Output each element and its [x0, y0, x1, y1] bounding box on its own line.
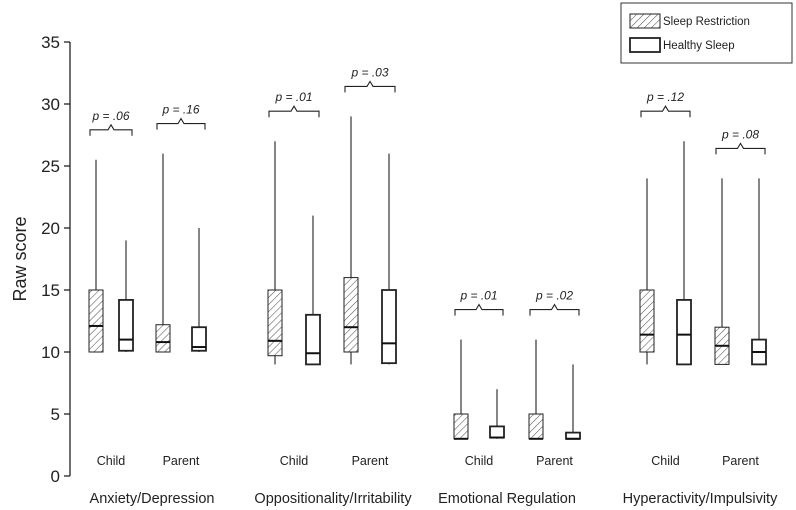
significance-bracket [344, 80, 396, 93]
p-value-label: p = .02 [535, 289, 573, 303]
significance-bracket [454, 303, 504, 316]
box-sleep-restriction [88, 159, 104, 353]
group-label: Anxiety/Depression [90, 491, 215, 507]
y-tick-label: 35 [41, 33, 60, 52]
y-tick-label: 20 [41, 219, 60, 238]
box-healthy-sleep [118, 240, 134, 352]
y-tick-label: 30 [41, 95, 60, 114]
box-body [489, 425, 505, 439]
p-value-label: p = .01 [274, 90, 312, 104]
significance-bracket [640, 105, 691, 118]
y-tick-label: 25 [41, 157, 60, 176]
y-tick-label: 10 [41, 343, 60, 362]
box-healthy-sleep [191, 228, 207, 352]
box-body [343, 277, 359, 353]
y-tick-label: 15 [41, 281, 60, 300]
box-sleep-restriction [267, 141, 283, 365]
group-label: Oppositionality/Irritability [254, 491, 412, 507]
box-healthy-sleep [381, 153, 397, 365]
box-body [528, 413, 544, 440]
legend-frame [620, 2, 793, 64]
box-healthy-sleep [676, 141, 692, 366]
p-value-label: p = .16 [161, 103, 199, 117]
legend-swatch [629, 37, 661, 53]
box-sleep-restriction [343, 116, 359, 365]
subgroup-label: Parent [536, 454, 573, 468]
subgroup-label: Parent [722, 454, 759, 468]
box-healthy-sleep [751, 178, 767, 366]
box-sleep-restriction [639, 178, 655, 365]
box-healthy-sleep [565, 364, 581, 440]
subgroup-label: Child [651, 454, 680, 468]
subgroup-label: Child [97, 454, 126, 468]
significance-bracket [89, 123, 133, 136]
box-body [676, 299, 692, 366]
box-sleep-restriction [714, 178, 730, 365]
group-label: Emotional Regulation [438, 491, 576, 507]
boxes-layer [88, 116, 767, 440]
y-tick-label: 5 [51, 405, 60, 424]
significance-bracket [529, 303, 580, 316]
legend-swatch [629, 13, 661, 29]
box-body [639, 289, 655, 353]
significance-bracket [268, 105, 320, 118]
subgroup-label: Child [465, 454, 494, 468]
box-body [88, 289, 104, 353]
box-body [305, 313, 321, 366]
p-value-label: p = .06 [91, 109, 129, 123]
subgroup-label: Parent [352, 454, 389, 468]
group-label: Hyperactivity/Impulsivity [623, 491, 778, 507]
box-sleep-restriction [453, 339, 469, 440]
p-value-label: p = .03 [350, 65, 388, 79]
labels-layer: Anxiety/Depression Child p = .06 Parent p = … [89, 65, 778, 507]
box-healthy-sleep [305, 215, 321, 366]
legend-entry-label: Sleep Restriction [663, 16, 750, 28]
box-healthy-sleep [489, 389, 505, 439]
box-body [453, 413, 469, 440]
box-sleep-restriction [528, 339, 544, 440]
box-body [191, 326, 207, 352]
box-body [155, 324, 171, 353]
p-value-label: p = .08 [721, 127, 759, 141]
axes: 0 5 10 15 20 25 30 35 Raw score [10, 33, 71, 486]
box-body [381, 289, 397, 365]
legend: Sleep Restriction Healthy Sleep [620, 2, 793, 64]
subgroup-label: Child [280, 454, 309, 468]
y-axis-title: Raw score [10, 216, 30, 301]
p-value-label: p = .01 [459, 289, 497, 303]
legend-entry-label: Healthy Sleep [663, 40, 735, 52]
significance-bracket [156, 117, 206, 130]
subgroup-label: Parent [163, 454, 200, 468]
box-sleep-restriction [155, 153, 171, 353]
y-tick-label: 0 [51, 467, 60, 486]
significance-bracket [715, 142, 766, 155]
p-value-label: p = .12 [646, 90, 684, 104]
box-body [267, 289, 283, 357]
box-body [118, 299, 134, 352]
